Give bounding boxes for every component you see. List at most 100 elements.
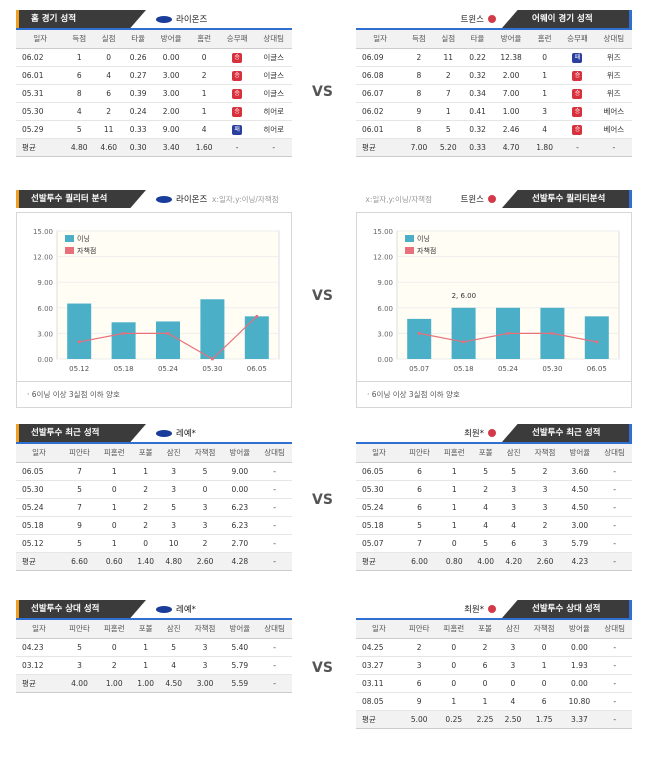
table-cell: 0.25 [436, 710, 472, 729]
table-cell: 2 [471, 638, 499, 657]
table-cell: 0.22 [462, 48, 493, 67]
y-tick-label: 6.00 [377, 305, 393, 313]
table-cell: 승 [559, 120, 596, 139]
table-cell: 05.30 [356, 480, 403, 499]
bar-inning [407, 318, 432, 359]
table-cell: 3 [498, 656, 527, 675]
table-cell: - [597, 516, 632, 535]
table-cell: 5 [64, 120, 94, 139]
table-cell: 4.60 [93, 138, 124, 157]
table-row: 06.02 1 0 0.26 0.00 0 승 이글스 [16, 48, 292, 67]
column-header: 삼진 [159, 620, 188, 639]
y-tick-label: 3.00 [377, 330, 393, 338]
table-cell: 0.39 [123, 84, 153, 103]
samsung-logo-icon [156, 15, 172, 23]
twins-ball-icon [488, 15, 496, 23]
column-header: 상대팀 [595, 30, 632, 49]
table-cell: 1.40 [131, 552, 160, 571]
y-tick-label: 3.00 [37, 330, 53, 338]
column-header: 일자 [356, 444, 403, 463]
table-cell: 7 [62, 462, 97, 481]
away-pitcher-versus-table: 일자 피안타 피홈런 포볼 삼진 자책점 방어율 상대팀 04.25 2 0 2 3 0 0.00-03.2… [356, 620, 632, 729]
table-row: 08.05 9 1 1 4 6 10.80- [356, 692, 632, 711]
column-header: 포볼 [471, 444, 500, 463]
team-name: 라이온즈 [156, 13, 207, 25]
y-tick-label: 15.00 [373, 228, 393, 236]
table-cell: 2 [93, 102, 124, 121]
panel-header: 트윈스 어웨이 경기 성적 [356, 10, 632, 28]
table-cell: 0 [498, 674, 527, 693]
column-header: 득점 [64, 30, 94, 49]
table-cell: 7.00 [404, 138, 434, 157]
table-cell: 6.60 [62, 552, 97, 571]
column-header: 타율 [462, 30, 493, 49]
samsung-logo-icon [156, 195, 172, 203]
home-pitcher-versus-table: 일자 피안타 피홈런 포볼 삼진 자책점 방어율 상대팀 04.23 5 0 1 5 3 5.40-03.1… [16, 620, 292, 693]
table-cell: - [595, 138, 632, 157]
legend-label-earned-runs: 자책점 [77, 246, 96, 255]
table-row: 03.11 6 0 0 0 0 0.00- [356, 674, 632, 693]
table-header-row: 일자 피안타 피홈런 포볼 삼진 자책점 방어율 상대팀 [356, 620, 632, 639]
table-cell: 2 [471, 480, 500, 499]
table-cell: 승 [218, 84, 256, 103]
table-cell: 7 [62, 498, 97, 517]
divider [356, 618, 632, 620]
table-cell: 5 [471, 534, 500, 553]
away-results-table: 일자 득점 실점 타율 방어율 홈런 승무패 상대팀 06.09 2 11 0.22 12.38 0 패 위즈… [356, 30, 632, 157]
table-cell: 0.00 [152, 48, 190, 67]
table-cell: 4.20 [499, 552, 528, 571]
table-cell: 3 [401, 656, 437, 675]
table-row: 05.18 9 0 2 3 3 6.23- [16, 516, 292, 535]
x-tick-label: 05.18 [114, 365, 134, 373]
point-earned-runs [462, 340, 466, 344]
table-cell: 9 [404, 102, 434, 121]
table-cell: 05.31 [16, 84, 65, 103]
column-header: 방어율 [561, 620, 598, 639]
table-cell: 승 [218, 102, 256, 121]
table-cell: 2 [433, 66, 463, 85]
column-header: 방어율 [152, 30, 190, 49]
table-cell: 1 [529, 84, 560, 103]
away-pitcher-versus-panel: 최원* 선발투수 상대 성적 일자 피안타 피홈런 포볼 삼진 자책점 방어율 상대팀 04.2… [356, 600, 632, 729]
table-cell: 0.00 [561, 674, 598, 693]
table-cell: 4.80 [159, 552, 188, 571]
table-cell: 8 [64, 84, 94, 103]
table-cell: 06.02 [16, 48, 65, 67]
table-cell: 1 [131, 462, 160, 481]
table-cell: 2 [96, 656, 132, 675]
table-row: 04.25 2 0 2 3 0 0.00- [356, 638, 632, 657]
table-cell: 3 [159, 480, 188, 499]
column-header: 일자 [16, 30, 65, 49]
table-cell: - [257, 534, 292, 553]
table-cell: 승 [218, 66, 256, 85]
table-cell: 05.24 [356, 498, 403, 517]
vs-label: VS [312, 288, 333, 304]
table-cell: 2 [189, 66, 219, 85]
table-cell: 7 [402, 534, 437, 553]
table-cell: - [597, 656, 632, 675]
table-cell: - [597, 674, 632, 693]
column-header: 타율 [123, 30, 153, 49]
divider [16, 442, 292, 444]
result-badge: 승 [572, 70, 583, 81]
table-cell: 1.75 [526, 710, 562, 729]
column-header: 자책점 [527, 444, 563, 463]
pitcher-name: 레예* [156, 603, 196, 615]
point-earned-runs [506, 331, 510, 335]
point-earned-runs [255, 314, 259, 318]
table-cell: 5 [187, 462, 223, 481]
table-cell: 4.00 [471, 552, 500, 571]
table-cell: 3 [527, 498, 563, 517]
table-cell: 1.60 [189, 138, 219, 157]
column-header: 상대팀 [257, 620, 292, 639]
table-cell: 히어로 [255, 102, 292, 121]
table-cell: - [257, 674, 292, 693]
table-cell: 9.00 [152, 120, 190, 139]
average-row: 평균 4.80 4.60 0.30 3.40 1.60- - [16, 138, 292, 157]
column-header: 방어율 [562, 444, 598, 463]
result-badge: 패 [232, 124, 243, 135]
table-cell: - [257, 656, 292, 675]
column-header: 삼진 [159, 444, 188, 463]
table-cell: - [257, 516, 292, 535]
table-cell: 4 [64, 102, 94, 121]
